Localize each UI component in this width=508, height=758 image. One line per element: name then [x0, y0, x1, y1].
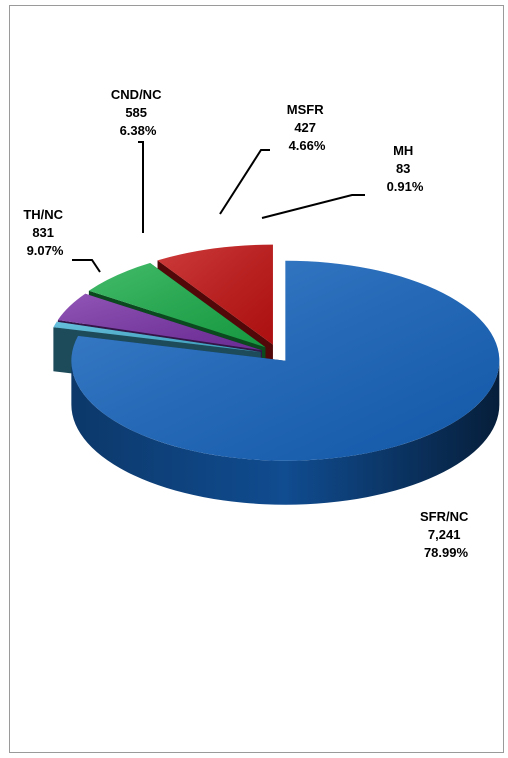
slice-top-shade: [157, 244, 273, 345]
leader-mh: [261, 194, 365, 219]
leader-cnd-nc: [138, 141, 144, 233]
slice-top-shade: [53, 321, 261, 353]
leader-msfr: [219, 149, 270, 215]
label-sfr-nc: SFR/NC 7,241 78.99%: [420, 509, 472, 560]
label-th-nc: TH/NC 831 9.07%: [23, 207, 66, 258]
slice-top-shade: [57, 293, 262, 351]
slice-top-shade: [88, 263, 266, 348]
slice-rim: [71, 360, 500, 505]
label-mh: MH 83 0.91%: [387, 143, 424, 194]
label-msfr: MSFR 427 4.66%: [287, 102, 327, 153]
slice-sfr-nc: [71, 260, 500, 505]
slice-top-shade: [71, 260, 500, 461]
leader-th-nc: [72, 259, 101, 273]
label-cnd-nc: CND/NC 585 6.38%: [111, 87, 165, 138]
